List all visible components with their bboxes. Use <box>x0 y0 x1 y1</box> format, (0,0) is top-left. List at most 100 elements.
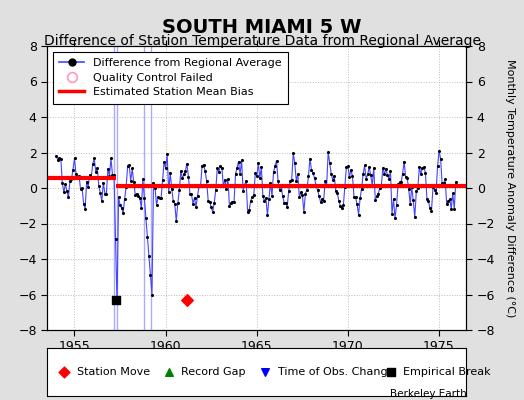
Point <box>386 168 395 174</box>
Point <box>217 164 226 171</box>
Point <box>99 180 107 186</box>
Point <box>447 205 455 212</box>
Point <box>95 183 103 189</box>
Point <box>237 157 246 163</box>
Point <box>190 194 199 201</box>
Point <box>215 169 223 176</box>
Point <box>53 157 62 163</box>
Point <box>216 163 224 169</box>
Point <box>202 178 211 184</box>
Point <box>303 186 311 193</box>
Point <box>251 170 259 176</box>
Point <box>75 172 83 179</box>
Point <box>158 177 167 184</box>
Text: Empirical Break: Empirical Break <box>403 367 491 377</box>
Point <box>253 173 261 180</box>
Point <box>285 188 293 194</box>
Point <box>322 182 331 188</box>
Point <box>427 208 435 214</box>
Point <box>345 174 354 180</box>
Point <box>126 178 135 184</box>
Point <box>96 190 104 196</box>
Point <box>306 156 314 162</box>
Point <box>90 155 99 161</box>
Point <box>412 188 420 195</box>
Point <box>225 203 234 209</box>
Point <box>354 212 363 218</box>
Point <box>171 200 179 207</box>
Point <box>230 199 238 206</box>
Point <box>280 199 288 206</box>
Point <box>411 214 419 220</box>
Point <box>265 196 273 203</box>
Point <box>369 165 378 171</box>
Point <box>180 171 188 178</box>
Point <box>318 196 326 202</box>
Point <box>421 169 430 176</box>
Point <box>163 151 171 158</box>
Point <box>324 149 332 155</box>
Point <box>315 193 323 199</box>
Point <box>266 180 275 186</box>
Point <box>242 178 250 184</box>
Point <box>169 198 178 204</box>
Point <box>376 184 384 191</box>
Point <box>152 202 161 208</box>
Point <box>442 201 451 208</box>
Point <box>436 156 445 162</box>
Point <box>137 205 146 211</box>
Point <box>433 163 442 170</box>
Point <box>271 163 279 169</box>
Point <box>405 186 413 192</box>
Point <box>260 198 269 204</box>
Point <box>244 209 252 216</box>
Point <box>154 194 162 201</box>
Point <box>348 173 357 180</box>
Point <box>166 170 174 176</box>
Point <box>85 172 94 178</box>
Point <box>396 179 404 186</box>
Point <box>388 210 396 217</box>
Point <box>207 204 215 210</box>
Point <box>193 192 202 199</box>
Point <box>380 171 389 177</box>
Point <box>52 153 60 159</box>
Point <box>452 179 460 185</box>
Point <box>357 185 366 192</box>
Point <box>385 176 393 182</box>
Point <box>347 167 355 173</box>
Point <box>450 206 458 212</box>
Point <box>350 193 358 200</box>
Point <box>140 195 149 202</box>
Point <box>401 174 410 180</box>
Point <box>420 164 428 170</box>
Point <box>201 168 209 174</box>
Point <box>183 297 191 303</box>
Point <box>321 178 330 185</box>
Point <box>359 171 367 178</box>
Point <box>165 369 173 375</box>
Point <box>177 168 185 174</box>
Point <box>81 206 89 212</box>
Point <box>200 162 208 168</box>
Point <box>389 196 398 202</box>
Point <box>429 184 437 190</box>
Point <box>307 167 315 173</box>
Point <box>300 209 308 215</box>
Point <box>145 253 153 259</box>
Point <box>64 194 73 200</box>
Point <box>281 200 290 206</box>
Y-axis label: Monthly Temperature Anomaly Difference (°C): Monthly Temperature Anomaly Difference (… <box>505 59 515 317</box>
Point <box>198 162 206 169</box>
Point <box>189 200 197 207</box>
Point <box>254 160 263 166</box>
Point <box>66 178 74 184</box>
Point <box>209 209 217 215</box>
Point <box>269 169 278 176</box>
Point <box>141 214 150 221</box>
Point <box>309 170 317 176</box>
Point <box>383 172 391 178</box>
Point <box>157 195 165 202</box>
Point <box>261 369 269 375</box>
Point <box>379 164 387 171</box>
